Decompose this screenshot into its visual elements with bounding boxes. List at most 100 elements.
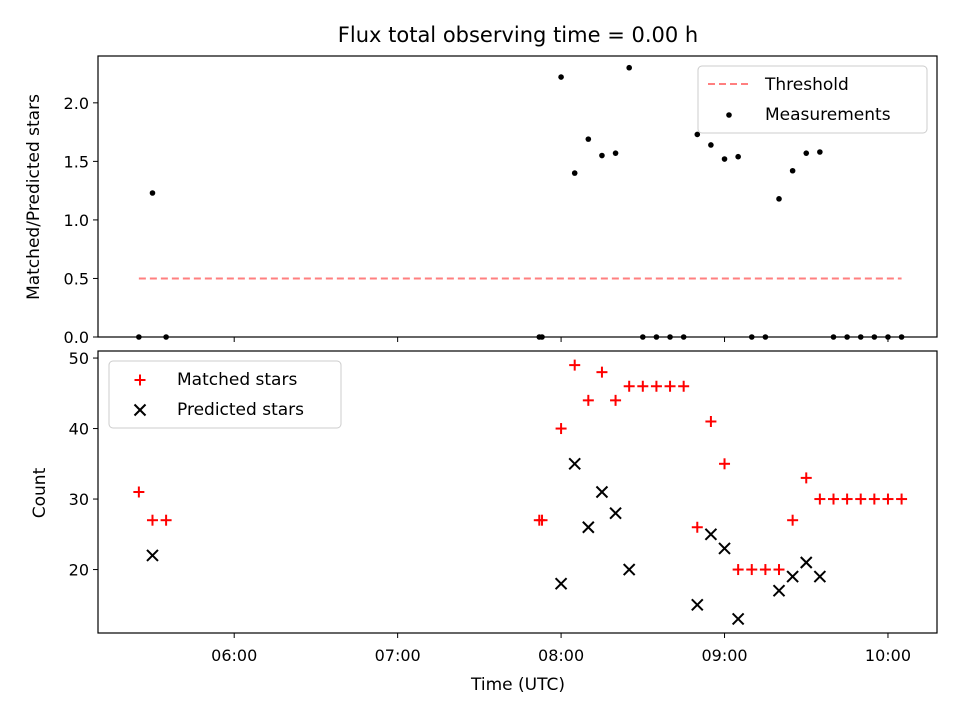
- count-y-tick-label: 40: [69, 420, 89, 439]
- matched-star-point: [746, 564, 758, 576]
- predicted-star-point: [691, 598, 704, 612]
- ratio-y-tick-label: 2.0: [64, 94, 89, 113]
- count-axes-frame: [97, 350, 938, 634]
- predicted-star-point: [622, 563, 636, 576]
- count-y-ticks: 20 30 40 50: [69, 349, 98, 580]
- count-y-axis-label: Count: [30, 467, 50, 518]
- matched-star-point: [569, 359, 581, 371]
- chart-title: Flux total observing time = 0.00 h: [338, 23, 698, 47]
- measurement-point: [817, 149, 823, 155]
- matched-star-point: [623, 380, 635, 392]
- matched-star-point: [678, 380, 690, 392]
- matched-star-point: [664, 380, 676, 392]
- measurement-point: [599, 152, 605, 159]
- matched-star-point: [596, 366, 608, 378]
- matched-star-point: [146, 514, 158, 526]
- matched-star-point: [896, 493, 908, 505]
- matched-star-point: [814, 493, 826, 505]
- legend-matched-label: Matched stars: [177, 370, 297, 390]
- matched-star-point: [536, 514, 548, 526]
- measurement-point: [149, 190, 156, 196]
- count-y-tick-label: 50: [69, 349, 89, 368]
- matched-star-point: [582, 394, 594, 406]
- measurement-point: [571, 170, 578, 176]
- ratio-y-axis-label: Matched/Predicted stars: [24, 94, 44, 300]
- measurement-point: [776, 196, 782, 202]
- count-x-tick-label: 06:00: [211, 646, 257, 665]
- legend-predicted-label: Predicted stars: [177, 400, 304, 420]
- matched-star-point: [705, 416, 717, 427]
- count-y-tick-label: 20: [69, 561, 89, 580]
- measurement-point: [708, 142, 714, 148]
- matched-star-point: [160, 514, 172, 526]
- count-plot-area: [133, 359, 908, 626]
- predicted-star-point: [582, 521, 595, 534]
- legend-matched-swatch: [134, 374, 146, 386]
- count-x-tick-label: 07:00: [375, 646, 421, 665]
- count-panel: Count Time (UTC) 20 30 40 50 06:00 07:00 08:0…: [30, 349, 938, 695]
- matched-star-point: [133, 486, 145, 498]
- matched-star-point: [732, 564, 744, 576]
- count-x-tick-label: 08:00: [538, 646, 584, 665]
- predicted-star-point: [731, 612, 745, 626]
- matched-star-point: [719, 458, 731, 470]
- measurement-point: [721, 156, 728, 162]
- predicted-star-point: [786, 570, 799, 583]
- predicted-star-point: [146, 549, 159, 562]
- predicted-star-point: [595, 485, 609, 499]
- matched-star-point: [855, 493, 867, 505]
- matched-star-point: [882, 493, 894, 505]
- ratio-y-tick-label: 1.5: [64, 152, 89, 171]
- legend-predicted-swatch: [133, 403, 147, 417]
- ratio-panel: Flux total observing time = 0.00 h Match…: [24, 23, 938, 347]
- matched-star-point: [650, 380, 662, 392]
- predicted-star-point: [704, 528, 718, 541]
- ratio-axes-frame: [97, 55, 938, 338]
- measurement-point: [803, 150, 810, 156]
- matched-star-point: [841, 493, 853, 505]
- matched-star-point: [610, 394, 622, 406]
- legend-x-marker: [133, 403, 147, 417]
- measurement-point: [558, 74, 564, 80]
- predicted-star-point: [813, 570, 827, 583]
- matched-star-point: [827, 493, 839, 505]
- count-x-tick-label: 10:00: [865, 646, 911, 665]
- matched-star-point: [787, 514, 799, 526]
- measurement-point: [612, 150, 619, 156]
- predicted-star-point: [568, 457, 581, 471]
- matched-star-point: [555, 423, 567, 435]
- count-x-axis-label: Time (UTC): [470, 675, 565, 695]
- ratio-y-tick-label: 0.5: [64, 269, 89, 288]
- matched-star-point: [637, 380, 649, 392]
- count-legend: Matched stars Predicted stars: [108, 360, 342, 429]
- matched-star-point: [691, 521, 703, 533]
- predicted-star-point: [772, 584, 786, 597]
- count-y-tick-label: 30: [69, 490, 89, 509]
- measurement-point: [789, 167, 796, 174]
- legend-measurements-swatch: [726, 112, 732, 118]
- count-legend-box: [108, 360, 342, 429]
- count-x-tick-label: 09:00: [701, 646, 747, 665]
- matched-star-point: [800, 472, 812, 484]
- ratio-y-tick-label: 0.0: [64, 328, 89, 347]
- legend-measurements-label: Measurements: [765, 105, 891, 125]
- matched-star-point: [868, 493, 880, 505]
- measurement-point: [694, 131, 701, 138]
- matched-star-point: [759, 564, 771, 576]
- ratio-y-ticks: 0.0 0.5 1.0 1.5 2.0: [64, 94, 98, 347]
- ratio-y-tick-label: 1.0: [64, 211, 89, 230]
- predicted-star-point: [609, 506, 622, 520]
- predicted-star-point: [554, 577, 568, 590]
- measurement-point: [735, 153, 741, 160]
- legend-plus-marker: [134, 374, 146, 386]
- legend-threshold-label: Threshold: [764, 75, 849, 95]
- count-x-ticks: 06:00 07:00 08:00 09:00 10:00: [211, 633, 911, 665]
- predicted-star-point: [718, 542, 731, 555]
- measurement-point: [585, 136, 592, 142]
- ratio-legend: Threshold Measurements: [697, 65, 928, 134]
- predicted-star-point: [800, 556, 813, 569]
- matched-star-point: [773, 564, 785, 576]
- measurement-point: [626, 64, 632, 71]
- ratio-legend-box: [697, 65, 928, 134]
